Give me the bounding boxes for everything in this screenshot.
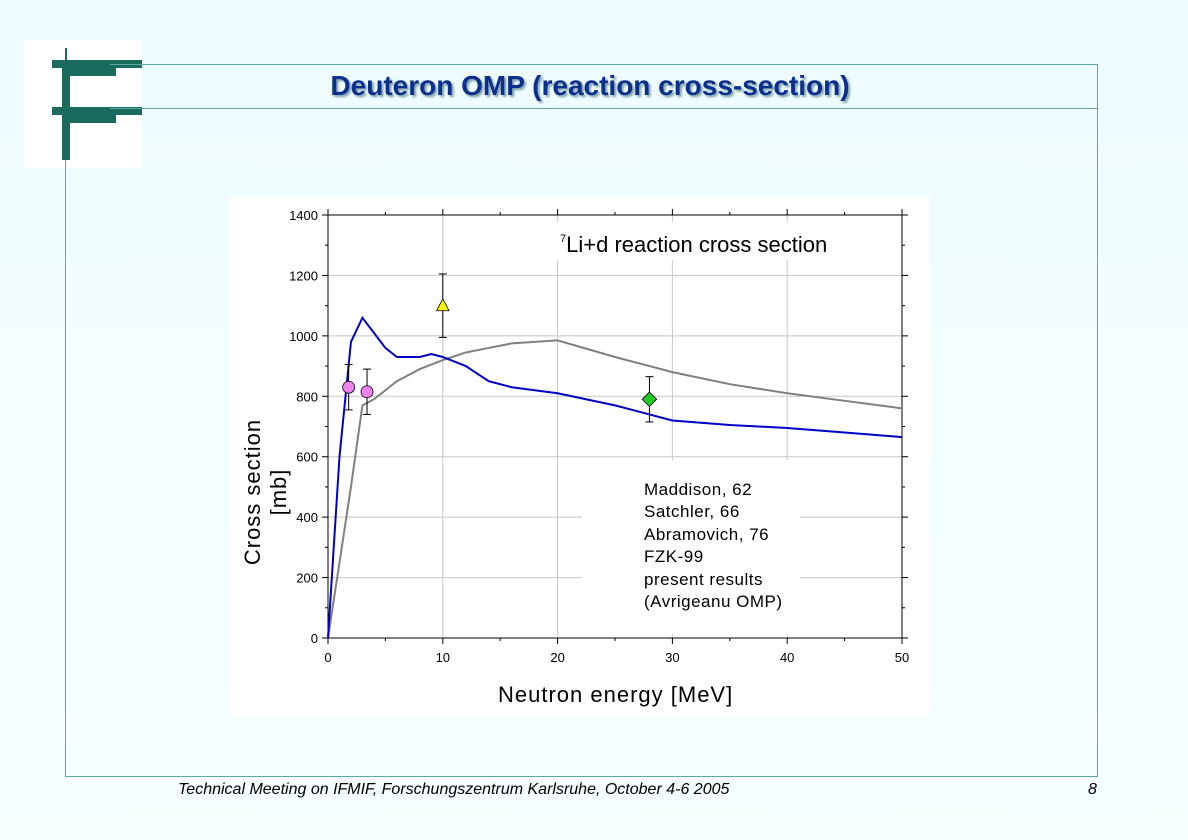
data-point-maddison-62 (360, 385, 374, 399)
legend-label-present: present results (644, 570, 763, 589)
legend-label-maddison: Maddison, 62 (644, 480, 753, 499)
x-axis-label: Neutron energy [MeV] (498, 682, 734, 707)
legend-label-present-line2: (Avrigeanu OMP) (644, 592, 783, 611)
y-tick-label: 0 (311, 631, 318, 646)
legend-label-fzk99: FZK-99 (644, 547, 704, 566)
x-tick-label: 0 (324, 650, 331, 665)
frame-top-line (110, 64, 1098, 65)
data-point-satchler-66 (435, 297, 450, 312)
institute-logo (24, 40, 142, 168)
x-tick-label: 20 (550, 650, 564, 665)
y-tick-label: 1000 (289, 329, 318, 344)
legend-label-abramovich: Abramovich, 76 (644, 525, 770, 544)
chart-title-box (548, 222, 890, 260)
chart-title-superscript: 7 (560, 233, 567, 245)
y-axis-label: Cross section [mb] (240, 418, 291, 566)
y-tick-label: 800 (296, 389, 318, 404)
legend (582, 460, 800, 634)
frame-right-line (1097, 64, 1098, 777)
chart-area: 0 10 20 30 40 50 0 200 400 600 800 1000 1200 1400 7Li… (230, 196, 930, 716)
y-tick-label: 1200 (289, 268, 318, 283)
y-tick-label: 600 (296, 450, 318, 465)
chart-svg: 0 10 20 30 40 50 0 200 400 600 800 1000 1200 1400 (289, 208, 909, 665)
y-tick-label: 400 (296, 510, 318, 525)
slide-title: Deuteron OMP (reaction cross-section) (330, 70, 850, 101)
frame-left-line (65, 160, 66, 777)
data-point-abramovich-76 (641, 391, 658, 408)
chart-title-text: Li+d reaction cross section (566, 232, 828, 257)
page-number: 8 (1088, 781, 1097, 798)
frame-bottom-line (65, 776, 1098, 777)
data-point-maddison-62 (342, 380, 356, 394)
x-tick-label: 50 (895, 650, 909, 665)
footer-text: Technical Meeting on IFMIF, Forschungsze… (178, 781, 730, 798)
y-tick-label: 1400 (289, 208, 318, 223)
chart-title: 7Li+d reaction cross section (560, 232, 827, 258)
x-tick-label: 30 (665, 650, 679, 665)
series-line-present-results (327, 315, 903, 639)
y-tick-label: 200 (296, 571, 318, 586)
x-tick-label: 40 (780, 650, 794, 665)
series-line-fzk-99 (327, 339, 903, 639)
legend-label-satchler: Satchler, 66 (644, 502, 740, 521)
title-rule (110, 108, 1098, 109)
x-tick-label: 10 (436, 650, 450, 665)
